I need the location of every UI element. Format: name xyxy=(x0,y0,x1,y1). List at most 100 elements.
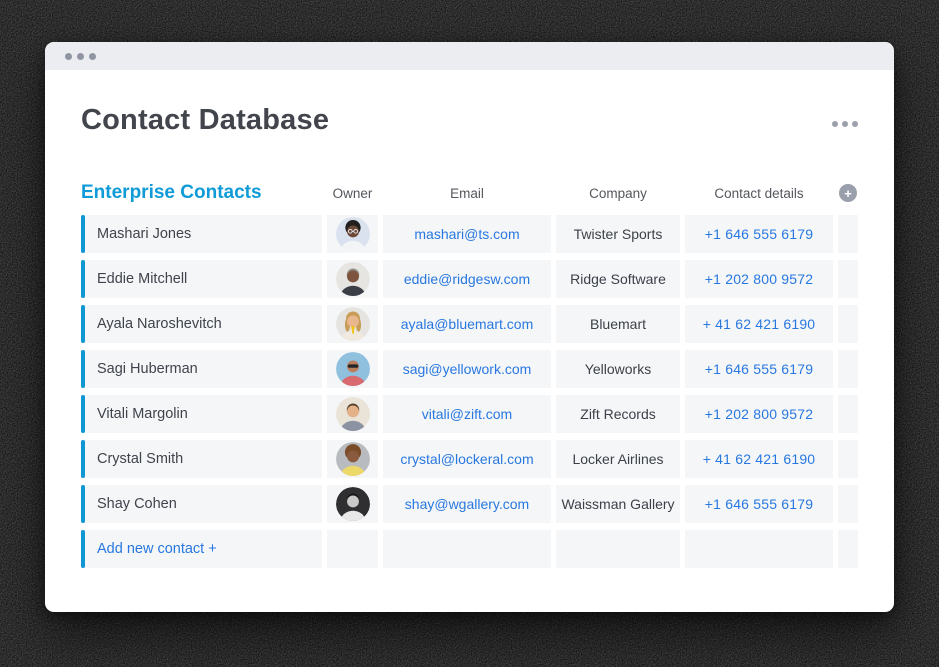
contact-name-cell[interactable]: Vitali Margolin xyxy=(81,395,322,433)
row-end-cell xyxy=(838,215,858,253)
page-title: Contact Database xyxy=(81,104,330,136)
owner-cell[interactable] xyxy=(327,440,378,478)
email-cell[interactable]: eddie@ridgesw.com xyxy=(383,260,551,298)
contacts-table: Mashari Jones mashari@ts.com Twister Spo… xyxy=(81,215,858,568)
contact-name-cell[interactable]: Ayala Naroshevitch xyxy=(81,305,322,343)
email-cell[interactable]: crystal@lockeral.com xyxy=(383,440,551,478)
column-header-company: Company xyxy=(589,186,647,201)
company-name: Ridge Software xyxy=(570,271,666,287)
column-header-owner: Owner xyxy=(332,186,373,201)
company-cell[interactable]: Locker Airlines xyxy=(556,440,680,478)
row-accent-bar xyxy=(81,305,85,343)
row-end-cell xyxy=(838,530,858,568)
contact-name: Shay Cohen xyxy=(97,496,177,512)
contact-name: Vitali Margolin xyxy=(97,406,188,422)
phone-link[interactable]: +1 646 555 6179 xyxy=(704,496,814,512)
contact-name: Ayala Naroshevitch xyxy=(97,316,222,332)
row-accent-bar xyxy=(81,215,85,253)
row-accent-bar xyxy=(81,440,85,478)
email-link[interactable]: mashari@ts.com xyxy=(414,226,520,242)
add-column-button[interactable]: + xyxy=(839,184,857,202)
company-name: Locker Airlines xyxy=(572,451,664,467)
window-dot-icon[interactable] xyxy=(65,52,72,60)
contact-name-cell[interactable]: Sagi Huberman xyxy=(81,350,322,388)
board-header: Enterprise Contacts Owner Email Company … xyxy=(81,182,858,215)
phone-link[interactable]: +1 202 800 9572 xyxy=(704,406,814,422)
window-dot-icon[interactable] xyxy=(77,52,84,60)
owner-cell[interactable] xyxy=(327,215,378,253)
contact-name-cell[interactable]: Shay Cohen xyxy=(81,485,322,523)
email-cell[interactable]: mashari@ts.com xyxy=(383,215,551,253)
empty-owner-cell[interactable] xyxy=(327,530,378,568)
phone-cell[interactable]: +1 646 555 6179 xyxy=(685,485,833,523)
column-header-contact-details: Contact details xyxy=(714,186,804,201)
company-cell[interactable]: Twister Sports xyxy=(556,215,680,253)
more-menu-icon[interactable] xyxy=(832,117,858,131)
company-name: Twister Sports xyxy=(573,226,663,242)
row-end-cell xyxy=(838,485,858,523)
row-accent-bar xyxy=(81,395,85,433)
page-header: Contact Database xyxy=(81,100,858,140)
contact-name-cell[interactable]: Crystal Smith xyxy=(81,440,322,478)
avatar xyxy=(335,397,370,431)
contact-name: Eddie Mitchell xyxy=(97,271,188,287)
email-link[interactable]: vitali@zift.com xyxy=(421,406,513,422)
email-link[interactable]: ayala@bluemart.com xyxy=(400,316,534,332)
owner-cell[interactable] xyxy=(327,485,378,523)
app-window: Contact Database Enterprise Contacts Own… xyxy=(45,42,894,612)
email-cell[interactable]: sagi@yellowork.com xyxy=(383,350,551,388)
row-end-cell xyxy=(838,395,858,433)
owner-cell[interactable] xyxy=(327,350,378,388)
email-cell[interactable]: ayala@bluemart.com xyxy=(383,305,551,343)
company-cell[interactable]: Zift Records xyxy=(556,395,680,433)
row-accent-bar xyxy=(81,530,85,568)
phone-cell[interactable]: +1 646 555 6179 xyxy=(685,350,833,388)
company-name: Waissman Gallery xyxy=(561,496,675,512)
empty-phone-cell[interactable] xyxy=(685,530,833,568)
phone-cell[interactable]: +1 202 800 9572 xyxy=(685,260,833,298)
company-cell[interactable]: Bluemart xyxy=(556,305,680,343)
board-title: Enterprise Contacts xyxy=(81,182,262,203)
owner-cell[interactable] xyxy=(327,260,378,298)
phone-link[interactable]: +1 202 800 9572 xyxy=(704,271,814,287)
email-cell[interactable]: vitali@zift.com xyxy=(383,395,551,433)
empty-email-cell[interactable] xyxy=(383,530,551,568)
email-link[interactable]: eddie@ridgesw.com xyxy=(403,271,531,287)
empty-company-cell[interactable] xyxy=(556,530,680,568)
avatar xyxy=(335,262,370,296)
phone-cell[interactable]: +1 646 555 6179 xyxy=(685,215,833,253)
email-link[interactable]: shay@wgallery.com xyxy=(404,496,530,512)
contact-name-cell[interactable]: Eddie Mitchell xyxy=(81,260,322,298)
row-end-cell xyxy=(838,260,858,298)
row-end-cell xyxy=(838,305,858,343)
phone-link[interactable]: +1 646 555 6179 xyxy=(704,226,814,242)
row-accent-bar xyxy=(81,485,85,523)
phone-cell[interactable]: +1 202 800 9572 xyxy=(685,395,833,433)
column-header-email: Email xyxy=(450,186,484,201)
row-end-cell xyxy=(838,440,858,478)
phone-link[interactable]: +1 646 555 6179 xyxy=(704,361,814,377)
row-end-cell xyxy=(838,350,858,388)
window-dot-icon[interactable] xyxy=(89,52,96,60)
add-contact-cell[interactable]: Add new contact + xyxy=(81,530,322,568)
add-new-contact-button[interactable]: Add new contact + xyxy=(97,541,217,557)
owner-cell[interactable] xyxy=(327,395,378,433)
phone-link[interactable]: + 41 62 421 6190 xyxy=(702,451,816,467)
phone-cell[interactable]: + 41 62 421 6190 xyxy=(685,305,833,343)
company-cell[interactable]: Waissman Gallery xyxy=(556,485,680,523)
company-cell[interactable]: Yelloworks xyxy=(556,350,680,388)
owner-cell[interactable] xyxy=(327,305,378,343)
email-link[interactable]: crystal@lockeral.com xyxy=(400,451,534,467)
email-cell[interactable]: shay@wgallery.com xyxy=(383,485,551,523)
avatar xyxy=(335,352,370,386)
plus-icon: + xyxy=(844,185,852,201)
avatar xyxy=(335,307,370,341)
company-cell[interactable]: Ridge Software xyxy=(556,260,680,298)
avatar xyxy=(335,442,370,476)
email-link[interactable]: sagi@yellowork.com xyxy=(402,361,532,377)
contact-name: Crystal Smith xyxy=(97,451,184,467)
phone-cell[interactable]: + 41 62 421 6190 xyxy=(685,440,833,478)
company-name: Yelloworks xyxy=(584,361,652,377)
contact-name-cell[interactable]: Mashari Jones xyxy=(81,215,322,253)
phone-link[interactable]: + 41 62 421 6190 xyxy=(702,316,816,332)
